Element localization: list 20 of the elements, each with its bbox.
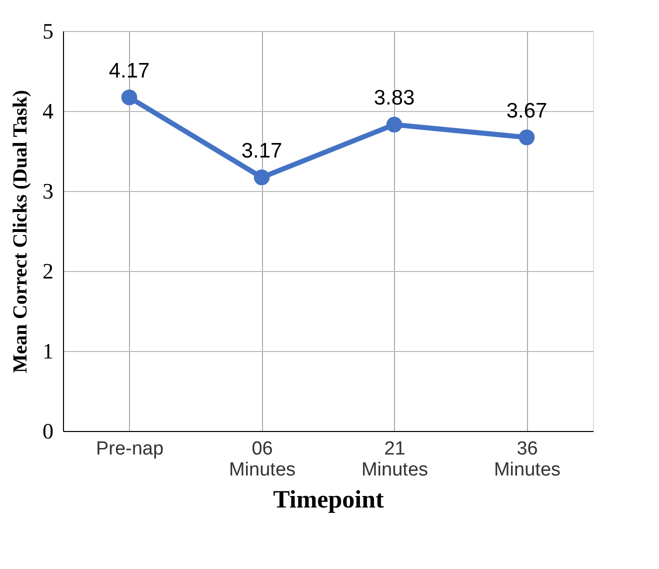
- data-label: 3.17: [241, 139, 282, 162]
- x-tick-label: 06 Minutes: [228, 438, 296, 480]
- point: [518, 130, 535, 146]
- x-tick-label: 36 Minutes: [494, 438, 561, 480]
- x-tick-label: 21 Minutes: [361, 438, 428, 480]
- y-tick-label: 5: [42, 18, 54, 44]
- y-axis-title: Mean Correct Clicks (Dual Task): [10, 90, 32, 373]
- y-tick-label: 0: [42, 418, 54, 444]
- y-tick-label: 1: [42, 338, 54, 364]
- point: [254, 170, 270, 186]
- y-tick-label: 3: [42, 178, 54, 204]
- x-tick-label: Pre-nap: [96, 438, 164, 460]
- y-tick-label: 2: [42, 258, 54, 284]
- data-label: 3.83: [374, 86, 415, 110]
- point: [386, 116, 402, 132]
- data-label: 4.17: [108, 59, 150, 82]
- data-label: 3.67: [506, 99, 548, 122]
- point: [121, 90, 138, 106]
- y-tick-label: 4: [42, 98, 54, 124]
- x-axis-title: Timepoint: [273, 486, 385, 514]
